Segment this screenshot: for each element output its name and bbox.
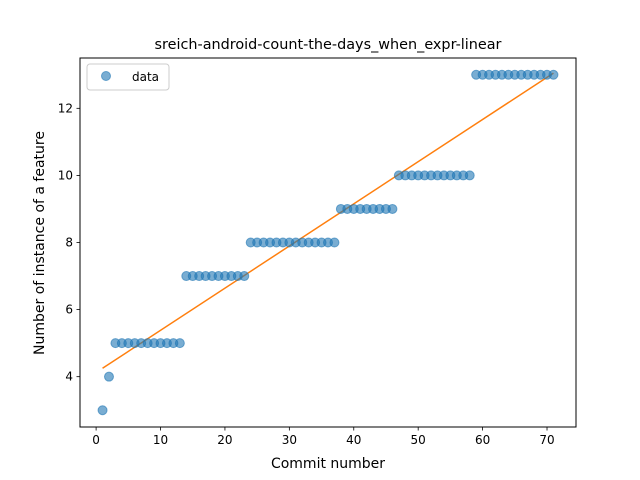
data-point [548,69,559,80]
x-tick-label: 0 [92,433,100,447]
y-tick-label: 4 [65,370,73,384]
data-point [103,371,114,382]
data-point [329,237,340,248]
legend-marker [101,71,111,81]
y-tick-label: 12 [58,101,73,115]
fit-line [102,72,554,369]
data-points-layer [97,69,559,416]
chart-title: sreich-android-count-the-days_when_expr-… [155,37,502,53]
y-tick-label: 8 [65,236,73,250]
x-tick-label: 30 [282,433,297,447]
legend-box [86,63,170,91]
data-point [239,271,250,282]
x-tick-label: 50 [411,433,426,447]
data-point [97,405,108,416]
data-point [387,203,398,214]
y-tick-label: 6 [65,303,73,317]
y-tick-label: 10 [58,168,73,182]
x-axis-label: Commit number [271,456,385,472]
x-tick-label: 70 [539,433,554,447]
x-tick-label: 40 [346,433,361,447]
fit-line-layer [102,72,554,369]
x-tick-label: 20 [217,433,232,447]
x-ticks: 0 10 20 30 40 50 60 70 [92,427,555,447]
legend: data [86,63,170,91]
x-tick-label: 60 [475,433,490,447]
y-axis-label: Number of instance of a feature [32,131,48,355]
y-ticks: 4 6 8 10 12 [58,101,80,384]
data-point [464,170,475,181]
plot-frame [79,57,577,428]
legend-label-data: data [132,70,159,84]
x-tick-label: 10 [153,433,168,447]
data-point [174,338,185,349]
